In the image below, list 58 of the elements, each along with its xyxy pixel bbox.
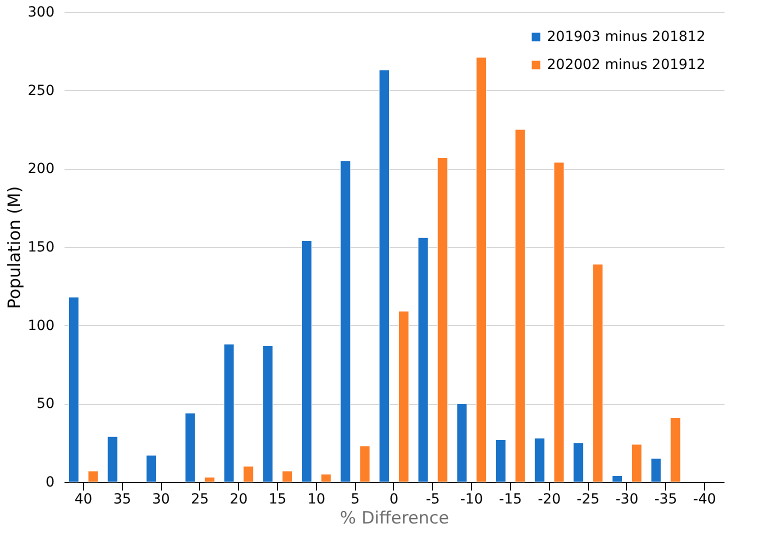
bar [243,466,254,482]
bar [476,57,487,482]
bar [68,296,79,482]
y-tick-label: 200 [28,161,54,178]
bar [301,240,312,482]
y-tick-label: 50 [36,396,54,412]
x-tick-label: 25 [190,492,209,508]
bar [514,129,526,482]
bar [437,157,448,482]
bar [262,345,274,482]
bar [592,264,604,482]
y-axis-title: Population (M) [4,186,25,309]
bar [496,439,506,482]
bar [534,438,545,482]
x-tick-label: 35 [113,492,132,508]
y-tick-label: 250 [28,82,54,99]
bar [340,160,351,482]
bar [360,446,370,482]
x-tick-label: 20 [230,492,248,508]
x-tick-label: -30 [616,492,638,508]
y-tick-label: 0 [46,474,54,490]
bar [224,344,234,482]
bar [456,403,468,482]
x-tick-label: -10 [460,492,484,508]
bar [184,412,196,482]
bar [670,418,681,482]
bar [204,477,215,482]
x-tick-label: -35 [654,492,678,508]
bar [418,237,428,482]
x-tick-label: 10 [307,492,326,508]
bar [631,444,642,482]
bar [146,455,157,482]
x-tick-label: 40 [74,492,92,508]
x-tick-label: 0 [390,492,398,508]
bar [282,470,292,482]
bar [650,458,662,482]
x-tick-label: -15 [499,492,522,508]
legend-label: 201903 minus 201812 [547,29,706,45]
x-tick-label: 30 [152,492,170,508]
x-axis-title: % Difference [340,508,450,528]
y-tick-label: 150 [28,240,54,256]
bar [554,162,564,482]
y-tick-label: 100 [28,318,54,334]
x-tick-label: -25 [576,492,600,508]
y-tick-label: 300 [28,4,54,20]
bar [379,70,390,482]
x-tick-label: -5 [426,492,440,508]
legend-label: 202002 minus 201912 [547,57,706,73]
bar [398,310,409,482]
bar [107,436,118,482]
x-tick-label: 15 [268,492,286,508]
bar [320,474,332,482]
x-tick-label: -40 [693,492,716,508]
x-tick-label: -20 [538,492,561,508]
bar [88,470,98,482]
bar [612,475,622,482]
bar [573,442,584,482]
x-tick-label: 5 [350,492,360,508]
